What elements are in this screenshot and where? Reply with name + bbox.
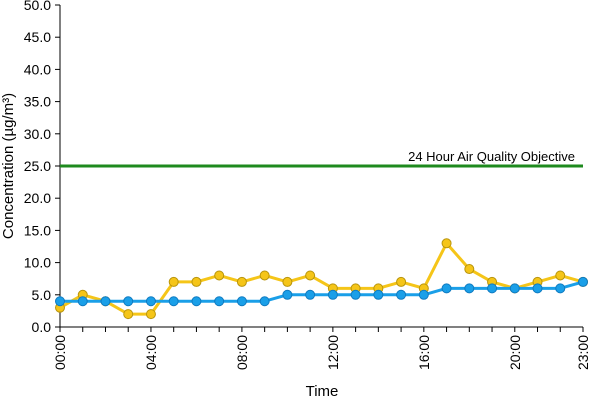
data-point (509, 283, 520, 294)
data-point (373, 289, 384, 300)
data-point (350, 289, 361, 300)
data-point (236, 296, 247, 307)
data-point (259, 296, 270, 307)
data-point (123, 296, 134, 307)
data-point (441, 283, 452, 294)
y-axis-title: Concentration (µg/m³) (0, 93, 17, 239)
y-tick-label: 25.0 (24, 158, 51, 174)
objective-layer: 24 Hour Air Quality Objective (60, 149, 583, 168)
x-tick-label: 20:00 (507, 335, 523, 370)
x-tick-label: 16:00 (416, 335, 432, 370)
data-point (396, 276, 407, 287)
data-point (168, 276, 179, 287)
series-layer (55, 238, 588, 320)
x-tick-label: 00:00 (52, 335, 68, 370)
data-point (464, 264, 475, 275)
data-point (487, 283, 498, 294)
series-1 (55, 238, 588, 320)
data-point (191, 296, 202, 307)
objective-label: 24 Hour Air Quality Objective (408, 149, 575, 164)
data-point (214, 270, 225, 281)
x-axis-title: Time (306, 383, 339, 400)
data-point (418, 289, 429, 300)
data-point (578, 276, 588, 287)
y-tick-label: 50.0 (24, 0, 51, 13)
data-point (555, 270, 566, 281)
y-tick-label: 45.0 (24, 29, 51, 45)
data-point (145, 296, 156, 307)
x-tick-label: 12:00 (325, 335, 341, 370)
data-point (282, 276, 293, 287)
x-tick-label: 08:00 (234, 335, 250, 370)
y-tick-label: 5.0 (32, 287, 52, 303)
y-tick-label: 30.0 (24, 126, 51, 142)
data-point (100, 296, 111, 307)
x-tick-label: 04:00 (143, 335, 159, 370)
y-tick-label: 35.0 (24, 94, 51, 110)
y-tick-label: 15.0 (24, 222, 51, 238)
data-point (532, 283, 543, 294)
y-axis: 0.0 5.0 10.0 15.0 20.0 25.0 30.0 35.0 40.0 45.0 50… (24, 0, 61, 335)
data-point (305, 270, 316, 281)
data-point (555, 283, 566, 294)
data-point (77, 296, 88, 307)
data-point (282, 289, 293, 300)
data-point (145, 309, 156, 320)
y-tick-label: 10.0 (24, 255, 51, 271)
x-axis: 00:00 04:00 08:00 12:00 16:00 20:00 23:00 (52, 326, 591, 370)
data-point (214, 296, 225, 307)
data-point (259, 270, 270, 281)
data-point (305, 289, 316, 300)
y-tick-label: 40.0 (24, 61, 51, 77)
data-point (168, 296, 179, 307)
series-2 (55, 276, 588, 307)
data-point (55, 296, 65, 307)
data-point (191, 276, 202, 287)
y-tick-label: 20.0 (24, 190, 51, 206)
data-point (236, 276, 247, 287)
x-tick-label: 23:00 (575, 335, 591, 370)
data-point (441, 238, 452, 249)
series-line (59, 241, 584, 316)
data-point (464, 283, 475, 294)
data-point (396, 289, 407, 300)
y-tick-label: 0.0 (32, 319, 52, 335)
data-point (123, 309, 134, 320)
data-point (327, 289, 338, 300)
